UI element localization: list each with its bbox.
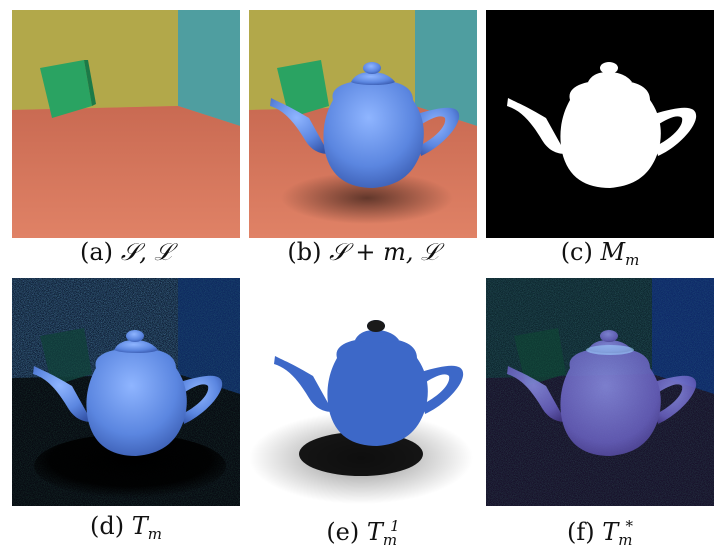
caption-e: (e) Tm1 xyxy=(326,517,400,549)
panel-a-image xyxy=(12,10,240,238)
caption-f: (f) Tm* xyxy=(567,517,633,549)
panel-d-image xyxy=(12,278,240,506)
panel-c-image xyxy=(486,10,714,238)
caption-a: (a) 𝒮, ℒ xyxy=(80,238,172,266)
panel-f-image xyxy=(486,278,714,506)
panel-e-image xyxy=(249,278,477,506)
caption-b: (b) 𝒮 + m, ℒ xyxy=(287,238,439,266)
caption-d: (d) Tm xyxy=(90,512,162,543)
panel-b-image xyxy=(249,10,477,238)
caption-c: (c) Mm xyxy=(560,238,640,269)
